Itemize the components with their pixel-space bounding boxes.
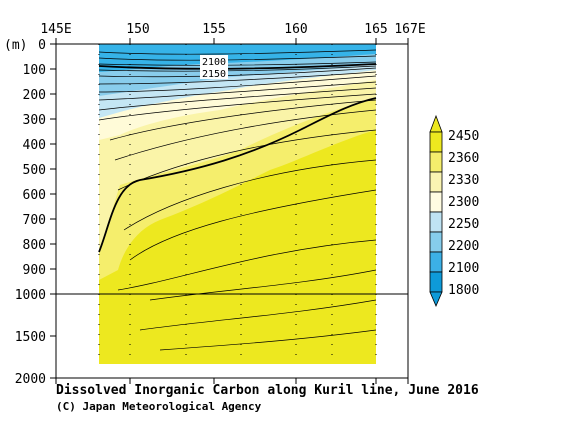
plot-frame xyxy=(55,43,409,379)
contour-line xyxy=(109,99,377,141)
contour-line xyxy=(149,269,377,301)
contour-line xyxy=(98,87,377,111)
y-axis xyxy=(50,43,56,379)
contour-line xyxy=(117,239,377,291)
thick-contour-lower xyxy=(98,97,377,253)
colorbar-label: 2450 xyxy=(448,129,479,144)
colorbar-swatch xyxy=(429,271,443,293)
contour-line xyxy=(98,93,377,121)
contour-line xyxy=(123,159,377,231)
contour-line xyxy=(98,81,377,101)
colorbar-label: 2360 xyxy=(448,151,479,166)
colorbar-swatch xyxy=(429,251,443,273)
contour-line xyxy=(129,189,377,261)
y-tick-labels: (m) 0 100 200 300 400 500 600 700 800 90… xyxy=(4,38,46,387)
y-tick-label: 800 xyxy=(23,238,46,253)
contour-line xyxy=(159,329,377,351)
colorbar-top-arrow xyxy=(429,114,443,133)
contour-label: 2100 xyxy=(202,57,226,68)
x-axis xyxy=(55,38,409,384)
colorbar-label: 2250 xyxy=(448,217,479,232)
colorbar-label: 2200 xyxy=(448,239,479,254)
colorbar xyxy=(429,114,443,308)
chart-title: Dissolved Inorganic Carbon along Kuril l… xyxy=(56,383,479,398)
depth-unit-label: (m) xyxy=(4,38,27,53)
colorbar-bottom-arrow xyxy=(429,291,443,308)
y-tick-label: 300 xyxy=(23,113,46,128)
x-tick-label: 150 xyxy=(126,22,149,37)
contour-line xyxy=(98,71,377,85)
colorbar-swatch xyxy=(429,151,443,173)
x-tick-labels: 145E 150 155 160 165 167E xyxy=(40,22,425,37)
colorbar-label: 2330 xyxy=(448,173,479,188)
colorbar-label: 2100 xyxy=(448,261,479,276)
y-tick-label: 100 xyxy=(23,63,46,78)
contour-labels: 2100 2150 xyxy=(200,55,228,80)
colorbar-label: 2300 xyxy=(448,195,479,210)
colorbar-swatch xyxy=(429,231,443,253)
colorbar-swatch xyxy=(429,211,443,233)
x-tick-label: 155 xyxy=(202,22,225,37)
x-tick-label: 165 xyxy=(364,22,387,37)
y-tick-label: 0 xyxy=(38,38,46,53)
y-tick-label: 1000 xyxy=(15,288,46,303)
colorbar-swatch xyxy=(429,171,443,193)
y-tick-label: 2000 xyxy=(15,372,46,387)
contour-line xyxy=(98,75,377,93)
x-tick-label: 160 xyxy=(284,22,307,37)
colorbar-label: 1800 xyxy=(448,283,479,298)
y-tick-label: 200 xyxy=(23,88,46,103)
y-tick-label: 500 xyxy=(23,163,46,178)
colorbar-swatch xyxy=(429,131,443,153)
contour-label: 2150 xyxy=(202,69,226,80)
y-tick-label: 900 xyxy=(23,263,46,278)
contour-line xyxy=(98,49,377,55)
colorbar-swatch xyxy=(429,191,443,213)
contour-line xyxy=(139,299,377,331)
x-tick-label: 167E xyxy=(394,22,425,37)
colorbar-labels: 2450 2360 2330 2300 2250 2200 2100 1800 xyxy=(448,129,479,298)
y-tick-label: 600 xyxy=(23,188,46,203)
y-tick-label: 1500 xyxy=(15,330,46,345)
station-lines xyxy=(98,44,377,364)
chart-credit: (C) Japan Meteorological Agency xyxy=(56,400,262,413)
y-tick-label: 700 xyxy=(23,213,46,228)
y-tick-label: 400 xyxy=(23,138,46,153)
x-tick-label: 145E xyxy=(40,22,71,37)
